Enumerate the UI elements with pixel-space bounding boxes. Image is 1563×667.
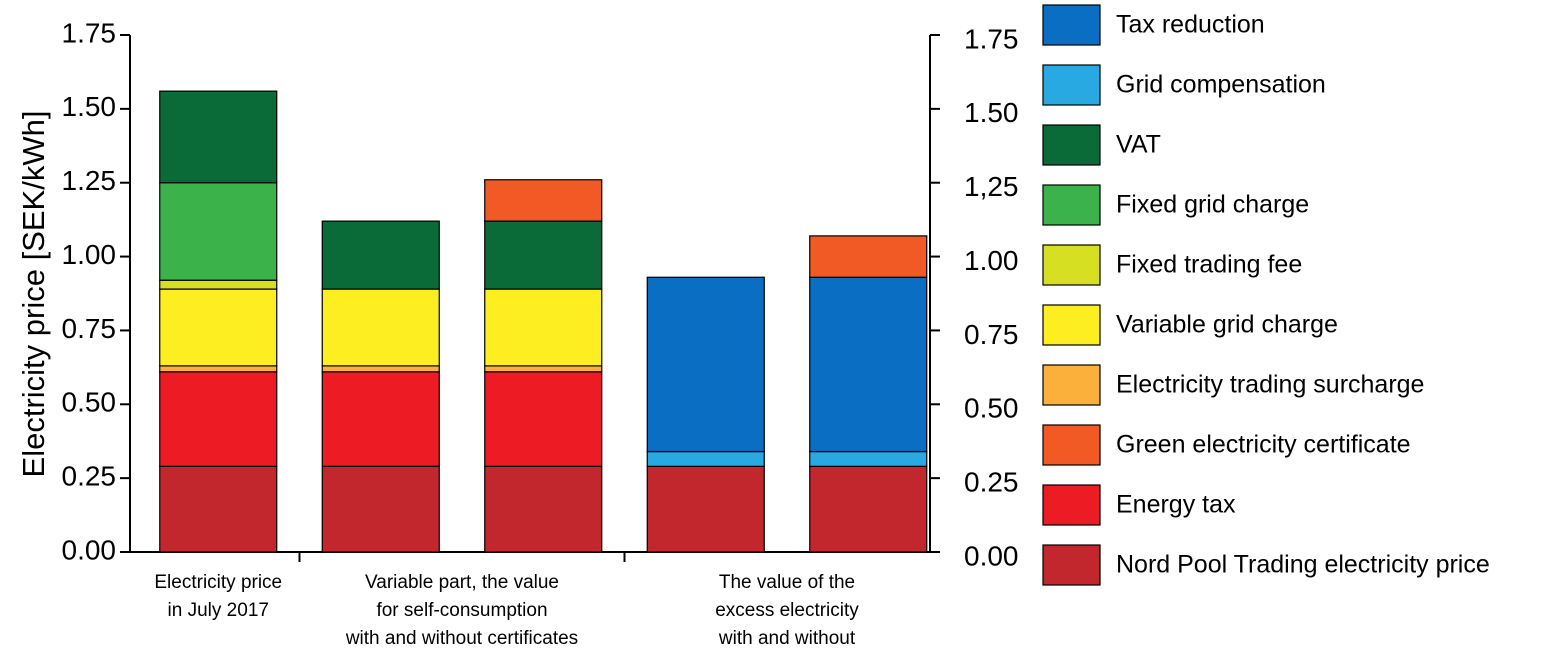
bar-segment bbox=[159, 279, 278, 290]
legend-swatch bbox=[1042, 124, 1101, 166]
x-tick-label: with and without certificates bbox=[345, 628, 578, 649]
y2-tick-label: 1,25 bbox=[964, 171, 1019, 202]
legend-label: Nord Pool Trading electricity price bbox=[1116, 551, 1490, 579]
legend-label: Grid compensation bbox=[1116, 71, 1326, 99]
bar-segment bbox=[646, 450, 765, 467]
bar-segment bbox=[321, 288, 440, 367]
bar-segment bbox=[321, 365, 440, 373]
bar-segment bbox=[809, 450, 928, 467]
bar-segment bbox=[159, 465, 278, 553]
bar-segment bbox=[484, 220, 603, 290]
legend-label: Fixed grid charge bbox=[1116, 191, 1309, 219]
x-tick-label: Variable part, the value bbox=[365, 572, 559, 593]
bar-segment bbox=[484, 365, 603, 373]
y2-tick-label: 0.50 bbox=[964, 393, 1019, 424]
legend-swatch bbox=[1042, 244, 1101, 286]
legend-swatch bbox=[1042, 64, 1101, 106]
bar-segment bbox=[159, 90, 278, 184]
y2-tick-label: 1.00 bbox=[964, 245, 1019, 276]
x-tick-label: Electricity price bbox=[154, 572, 282, 593]
legend-swatch bbox=[1042, 184, 1101, 226]
y-tick-label: 1.00 bbox=[62, 239, 117, 270]
bar-segment bbox=[321, 220, 440, 290]
bar-segment bbox=[159, 371, 278, 467]
legend-label: Tax reduction bbox=[1116, 11, 1265, 39]
bar-segment bbox=[809, 235, 928, 278]
bar-segment bbox=[484, 288, 603, 367]
x-tick-label: for self-consumption bbox=[376, 600, 547, 621]
legend-swatch bbox=[1042, 4, 1101, 46]
bar-segment bbox=[321, 371, 440, 467]
y-tick-label: 1.75 bbox=[62, 17, 117, 48]
legend-swatch bbox=[1042, 544, 1101, 586]
x-tick-label: in July 2017 bbox=[168, 600, 269, 621]
y2-tick-label: 0.00 bbox=[964, 540, 1019, 571]
y2-tick-label: 1.75 bbox=[964, 23, 1019, 54]
bar-segment bbox=[484, 371, 603, 467]
bar-segment bbox=[484, 465, 603, 553]
bar-segment bbox=[646, 276, 765, 453]
bar-segment bbox=[484, 179, 603, 222]
y-tick-label: 1.25 bbox=[62, 165, 117, 196]
y2-tick-label: 1.50 bbox=[964, 97, 1019, 128]
y-axis-label: Electricity price [SEK/kWh] bbox=[16, 111, 51, 478]
legend-label: Energy tax bbox=[1116, 491, 1236, 519]
bar-segment bbox=[159, 365, 278, 373]
bar-segment bbox=[809, 465, 928, 553]
legend-swatch bbox=[1042, 304, 1101, 346]
y-tick-label: 0.25 bbox=[62, 461, 117, 492]
bar-segment bbox=[159, 182, 278, 281]
legend-label: VAT bbox=[1116, 131, 1161, 159]
x-tick-label: excess electricity bbox=[715, 600, 859, 621]
bar-segment bbox=[321, 465, 440, 553]
y-tick-label: 1.50 bbox=[62, 91, 117, 122]
legend-swatch bbox=[1042, 424, 1101, 466]
x-tick-label: with and without bbox=[718, 628, 856, 649]
legend-label: Electricity trading surcharge bbox=[1116, 371, 1424, 399]
y-tick-label: 0.75 bbox=[62, 313, 117, 344]
legend-swatch bbox=[1042, 484, 1101, 526]
y-tick-label: 0.00 bbox=[62, 534, 117, 565]
bar-segment bbox=[809, 276, 928, 453]
legend-label: Fixed trading fee bbox=[1116, 251, 1302, 279]
legend-label: Variable grid charge bbox=[1116, 311, 1338, 339]
x-tick-label: The value of the bbox=[719, 572, 855, 593]
legend-label: Green electricity certificate bbox=[1116, 431, 1411, 459]
y2-tick-label: 0.75 bbox=[964, 319, 1019, 350]
legend-swatch bbox=[1042, 364, 1101, 406]
y-tick-label: 0.50 bbox=[62, 387, 117, 418]
bar-segment bbox=[159, 288, 278, 367]
y2-tick-label: 0.25 bbox=[964, 467, 1019, 498]
bar-segment bbox=[646, 465, 765, 553]
